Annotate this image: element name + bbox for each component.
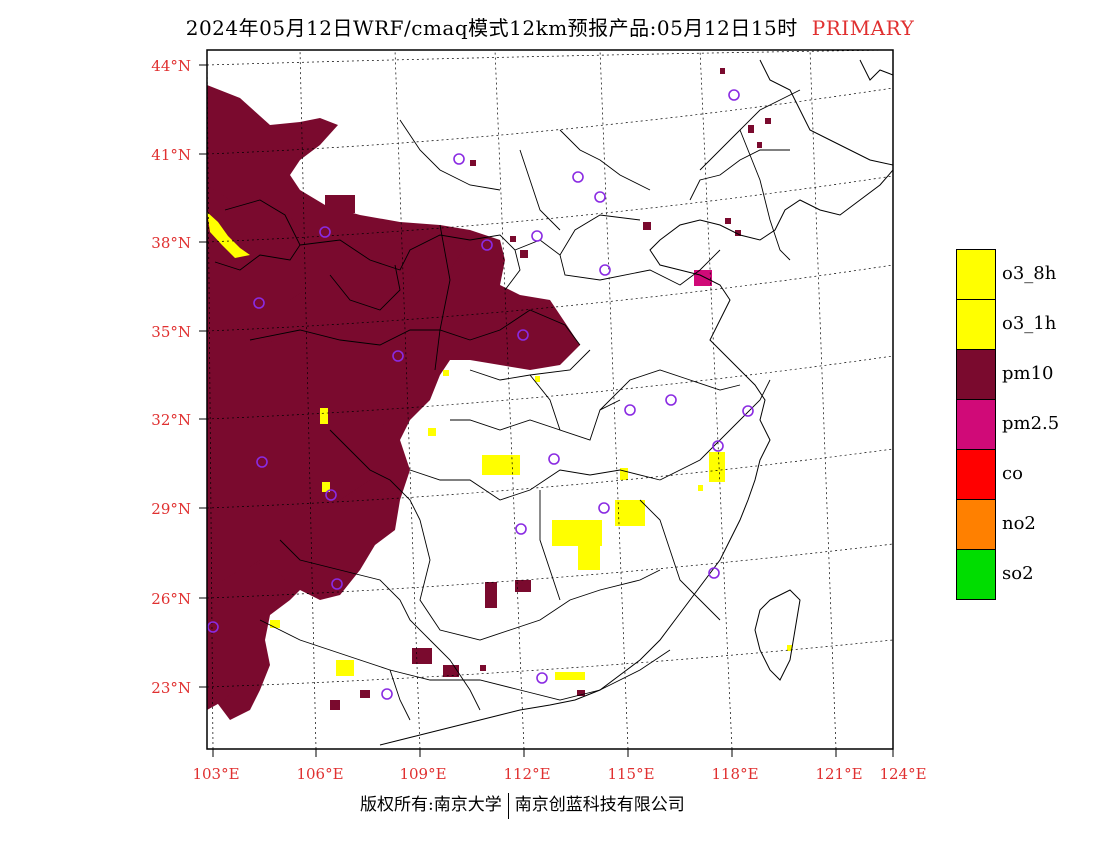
lat-labels: 44°N 41°N 38°N 35°N 32°N 29°N 26°N 23°N [151, 57, 191, 697]
legend-item-pm10: pm10 [956, 349, 1096, 400]
lon-label: 118°E [711, 765, 758, 783]
footer-left: 版权所有:南京大学 [360, 795, 502, 815]
lat-label: 38°N [151, 234, 191, 252]
legend-swatch [956, 549, 996, 600]
lat-label: 35°N [151, 323, 191, 341]
legend-item-no2: no2 [956, 499, 1096, 550]
axis-ticks [199, 64, 894, 757]
legend-item-o3-8h: o3_8h [956, 249, 1096, 300]
station-markers [207, 89, 754, 700]
map-frame [206, 49, 894, 750]
legend-swatch [956, 349, 996, 400]
lat-label: 29°N [151, 500, 191, 518]
legend-swatch [956, 249, 996, 300]
lat-label: 44°N [151, 57, 191, 75]
legend-label: pm2.5 [1002, 413, 1060, 434]
legend-label: so2 [1002, 563, 1034, 584]
legend-label: pm10 [1002, 363, 1054, 384]
legend-swatch [956, 499, 996, 550]
legend-label: o3_1h [1002, 313, 1057, 334]
lon-label: 121°E [815, 765, 862, 783]
title-main: 2024年05月12日WRF/cmaq模式12km预报产品:05月12日15时 [185, 16, 798, 40]
lon-labels: 103°E 106°E 109°E 112°E 115°E 118°E 121°… [192, 765, 926, 783]
legend-item-co: co [956, 449, 1096, 500]
legend-swatch [956, 299, 996, 350]
legend: o3_8h o3_1h pm10 pm2.5 co no2 so2 [956, 249, 1096, 600]
legend-item-so2: so2 [956, 549, 1096, 600]
legend-item-pm25: pm2.5 [956, 399, 1096, 450]
legend-swatch [956, 449, 996, 500]
lat-label: 32°N [151, 411, 191, 429]
pm10-region [207, 68, 771, 720]
lon-label: 109°E [399, 765, 446, 783]
legend-label: co [1002, 463, 1023, 484]
lon-label: 112°E [503, 765, 550, 783]
legend-label: o3_8h [1002, 263, 1057, 284]
lon-label: 103°E [192, 765, 239, 783]
lat-label: 23°N [151, 679, 191, 697]
legend-swatch [956, 399, 996, 450]
o3-region [207, 212, 792, 680]
legend-item-o3-1h: o3_1h [956, 299, 1096, 350]
map-content [207, 50, 893, 749]
map-title: 2024年05月12日WRF/cmaq模式12km预报产品:05月12日15时 P… [0, 12, 1100, 41]
footer-divider [507, 792, 509, 819]
legend-label: no2 [1002, 513, 1036, 534]
lat-label: 26°N [151, 590, 191, 608]
lon-label: 115°E [607, 765, 654, 783]
title-tag: PRIMARY [811, 16, 915, 40]
lon-label: 124°E [879, 765, 926, 783]
lon-label: 106°E [296, 765, 343, 783]
pm25-region [694, 270, 712, 286]
footer-right: 南京创蓝科技有限公司 [514, 795, 685, 815]
copyright-footer: 版权所有:南京大学 南京创蓝科技有限公司 [360, 790, 685, 819]
coastline [379, 59, 893, 746]
province-boundaries [214, 89, 801, 721]
lat-label: 41°N [151, 146, 191, 164]
